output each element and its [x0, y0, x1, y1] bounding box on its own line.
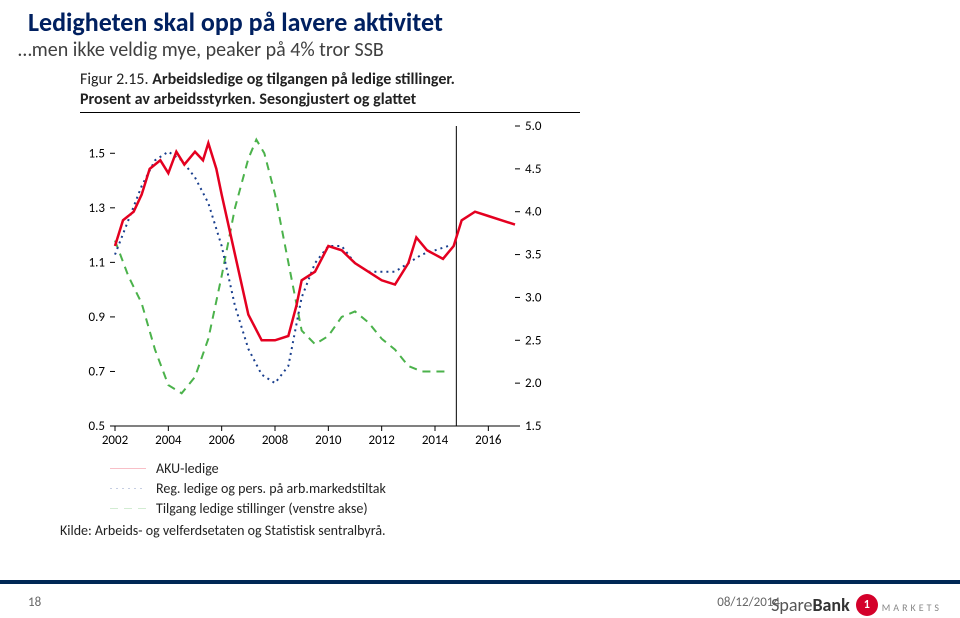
- svg-text:1.5: 1.5: [525, 419, 541, 434]
- svg-text:2006: 2006: [208, 433, 235, 448]
- page-title: Ledigheten skal opp på lavere aktivitet: [28, 6, 443, 38]
- figure-number: Figur 2.15.: [80, 70, 152, 89]
- line-chart: 2002 2004 2006 2008 2010 2012 2014 2016 0.5 0.7 0.…: [60, 118, 600, 448]
- source-text: Kilde: Arbeids- og velferdsetaten og Sta…: [60, 522, 386, 539]
- bottom-rule: [0, 580, 960, 584]
- logo-text-b: Bank: [812, 594, 849, 616]
- svg-text:2.0: 2.0: [525, 376, 542, 391]
- logo-text-a: Spare: [771, 594, 812, 616]
- svg-text:1.1: 1.1: [89, 255, 105, 270]
- logo-icon: 1: [856, 594, 878, 616]
- figure-caption-2: Prosent av arbeidsstyrken. Sesongjustert…: [80, 90, 416, 109]
- svg-text:0.5: 0.5: [89, 419, 105, 434]
- legend-label: Reg. ledige og pers. på arb.markedstilta…: [156, 480, 386, 497]
- svg-text:1.3: 1.3: [89, 201, 106, 216]
- legend-item-aku: AKU-ledige: [110, 458, 386, 478]
- legend-label: AKU-ledige: [156, 460, 219, 477]
- figure-caption-bold: Arbeidsledige og tilgangen på ledige sti…: [152, 70, 455, 89]
- svg-text:2002: 2002: [102, 433, 129, 448]
- svg-text:0.7: 0.7: [89, 364, 106, 379]
- logo: SpareBank 1 MARKETS: [771, 594, 942, 616]
- legend: AKU-ledige Reg. ledige og pers. på arb.m…: [110, 458, 386, 518]
- page-subtitle: …men ikke veldig mye, peaker på 4% tror …: [18, 38, 384, 62]
- svg-text:2.5: 2.5: [525, 333, 541, 348]
- svg-text:2016: 2016: [475, 433, 502, 448]
- legend-item-reg: Reg. ledige og pers. på arb.markedstilta…: [110, 478, 386, 498]
- svg-text:5.0: 5.0: [525, 119, 542, 134]
- legend-label: Tilgang ledige stillinger (venstre akse): [156, 500, 368, 517]
- svg-text:2010: 2010: [315, 433, 342, 448]
- svg-text:2004: 2004: [155, 433, 182, 448]
- svg-text:2008: 2008: [262, 433, 289, 448]
- svg-text:3.0: 3.0: [525, 290, 542, 305]
- svg-text:2012: 2012: [368, 433, 395, 448]
- svg-text:2014: 2014: [422, 433, 449, 448]
- svg-text:3.5: 3.5: [525, 248, 541, 263]
- caption-rule: [80, 112, 580, 113]
- legend-item-tilgang: Tilgang ledige stillinger (venstre akse): [110, 498, 386, 518]
- svg-text:4.5: 4.5: [525, 162, 541, 177]
- figure-caption: Figur 2.15. Arbeidsledige og tilgangen p…: [80, 70, 455, 89]
- svg-text:0.9: 0.9: [89, 310, 106, 325]
- svg-text:1.5: 1.5: [89, 146, 105, 161]
- page-number: 18: [28, 595, 41, 610]
- logo-markets: MARKETS: [882, 601, 942, 616]
- svg-text:4.0: 4.0: [525, 205, 542, 220]
